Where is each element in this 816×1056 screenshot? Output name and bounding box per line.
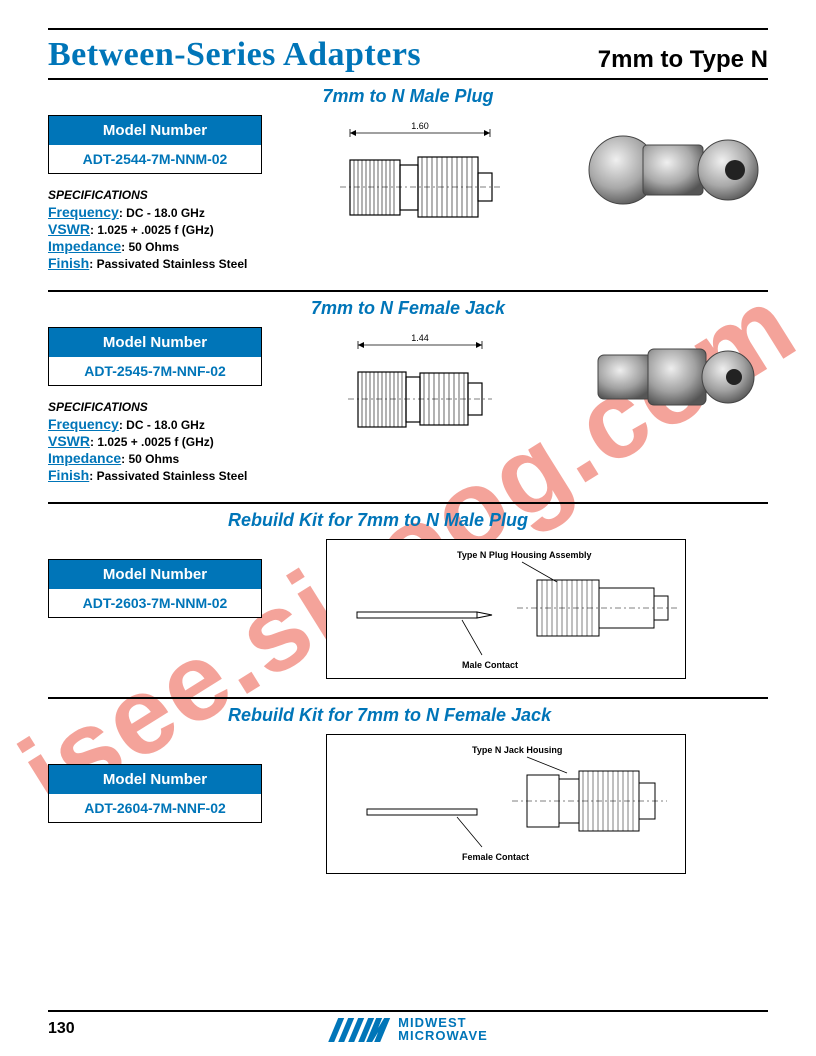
page-sub-title: 7mm to Type N (598, 46, 768, 74)
housing-label: Type N Plug Housing Assembly (457, 550, 592, 560)
technical-drawing: 1.60 (320, 115, 520, 245)
product-row: Model Number ADT-2544-7M-NNM-02 SPECIFIC… (48, 115, 768, 272)
drawing-column: 1.60 (286, 115, 554, 245)
section-divider (48, 290, 768, 292)
spec-line: Finish: Passivated Stainless Steel (48, 255, 262, 271)
section-divider (48, 697, 768, 699)
product-row: Model Number ADT-2604-7M-NNF-02 Type N J… (48, 734, 768, 874)
rebuild-diagram: Type N Plug Housing Assembly Male Contac… (326, 539, 686, 679)
spec-val: 50 Ohms (128, 452, 179, 466)
spec-line: Finish: Passivated Stainless Steel (48, 467, 262, 483)
spec-key: VSWR (48, 221, 90, 237)
spec-line: Impedance: 50 Ohms (48, 238, 262, 254)
model-header: Model Number (49, 560, 261, 589)
spec-line: VSWR: 1.025 + .0025 f (GHz) (48, 433, 262, 449)
header-row: Between-Series Adapters 7mm to Type N (48, 36, 768, 74)
spec-key: Finish (48, 467, 89, 483)
model-table: Model Number ADT-2544-7M-NNM-02 (48, 115, 262, 174)
model-number: ADT-2544-7M-NNM-02 (49, 145, 261, 173)
contact-label: Female Contact (462, 852, 529, 862)
spec-key: Impedance (48, 450, 121, 466)
left-column: Model Number ADT-2544-7M-NNM-02 SPECIFIC… (48, 115, 262, 272)
spec-val: 50 Ohms (128, 240, 179, 254)
spec-line: VSWR: 1.025 + .0025 f (GHz) (48, 221, 262, 237)
spec-key: Frequency (48, 416, 119, 432)
section-3: Rebuild Kit for 7mm to N Male Plug Model… (48, 510, 768, 679)
dimension-text: 1.60 (411, 121, 429, 131)
logo-line2: MICROWAVE (398, 1029, 488, 1042)
model-header: Model Number (49, 765, 261, 794)
spec-key: VSWR (48, 433, 90, 449)
top-rule (48, 28, 768, 30)
photo-column (578, 327, 768, 427)
section-title: 7mm to N Female Jack (48, 298, 768, 319)
spec-key: Impedance (48, 238, 121, 254)
section-2: 7mm to N Female Jack Model Number ADT-25… (48, 298, 768, 484)
technical-drawing: 1.44 (320, 327, 520, 457)
specs-heading: SPECIFICATIONS (48, 400, 262, 414)
photo-column (578, 115, 768, 225)
page-main-title: Between-Series Adapters (48, 36, 421, 74)
specs-heading: SPECIFICATIONS (48, 188, 262, 202)
model-table: Model Number ADT-2603-7M-NNM-02 (48, 559, 262, 618)
section-title: 7mm to N Male Plug (48, 86, 768, 107)
rebuild-diagram: Type N Jack Housing Female Contact (326, 734, 686, 874)
model-header: Model Number (49, 116, 261, 145)
product-row: Model Number ADT-2603-7M-NNM-02 Type N P… (48, 539, 768, 679)
header-underline (48, 78, 768, 80)
logo-icon (328, 1014, 392, 1044)
footer-logo: MIDWEST MICROWAVE (328, 1014, 488, 1044)
housing-label: Type N Jack Housing (472, 745, 562, 755)
section-1: 7mm to N Male Plug Model Number ADT-2544… (48, 86, 768, 272)
model-number: ADT-2545-7M-NNF-02 (49, 357, 261, 385)
product-photo (583, 115, 763, 225)
section-title: Rebuild Kit for 7mm to N Female Jack (48, 705, 768, 726)
model-table: Model Number ADT-2545-7M-NNF-02 (48, 327, 262, 386)
spec-line: Impedance: 50 Ohms (48, 450, 262, 466)
left-column: Model Number ADT-2604-7M-NNF-02 (48, 734, 262, 833)
section-title: Rebuild Kit for 7mm to N Male Plug (48, 510, 768, 531)
section-divider (48, 502, 768, 504)
section-4: Rebuild Kit for 7mm to N Female Jack Mod… (48, 705, 768, 874)
product-photo (588, 327, 758, 427)
left-column: Model Number ADT-2545-7M-NNF-02 SPECIFIC… (48, 327, 262, 484)
spec-key: Finish (48, 255, 89, 271)
page-content: Between-Series Adapters 7mm to Type N 7m… (0, 0, 816, 874)
spec-val: Passivated Stainless Steel (97, 257, 248, 271)
contact-label: Male Contact (462, 660, 518, 670)
model-table: Model Number ADT-2604-7M-NNF-02 (48, 764, 262, 823)
page-footer: 130 MIDWEST MICROWAVE (48, 1010, 768, 1038)
spec-key: Frequency (48, 204, 119, 220)
dimension-text: 1.44 (411, 333, 429, 343)
spec-line: Frequency: DC - 18.0 GHz (48, 204, 262, 220)
left-column: Model Number ADT-2603-7M-NNM-02 (48, 539, 262, 628)
page-number: 130 (48, 1020, 75, 1038)
spec-val: Passivated Stainless Steel (97, 469, 248, 483)
logo-text-wrap: MIDWEST MICROWAVE (398, 1016, 488, 1042)
model-number: ADT-2603-7M-NNM-02 (49, 589, 261, 617)
model-number: ADT-2604-7M-NNF-02 (49, 794, 261, 822)
spec-val: DC - 18.0 GHz (126, 206, 205, 220)
spec-val: DC - 18.0 GHz (126, 418, 205, 432)
drawing-column: 1.44 (286, 327, 554, 457)
spec-val: 1.025 + .0025 f (GHz) (97, 435, 213, 449)
model-header: Model Number (49, 328, 261, 357)
spec-line: Frequency: DC - 18.0 GHz (48, 416, 262, 432)
product-row: Model Number ADT-2545-7M-NNF-02 SPECIFIC… (48, 327, 768, 484)
spec-val: 1.025 + .0025 f (GHz) (97, 223, 213, 237)
